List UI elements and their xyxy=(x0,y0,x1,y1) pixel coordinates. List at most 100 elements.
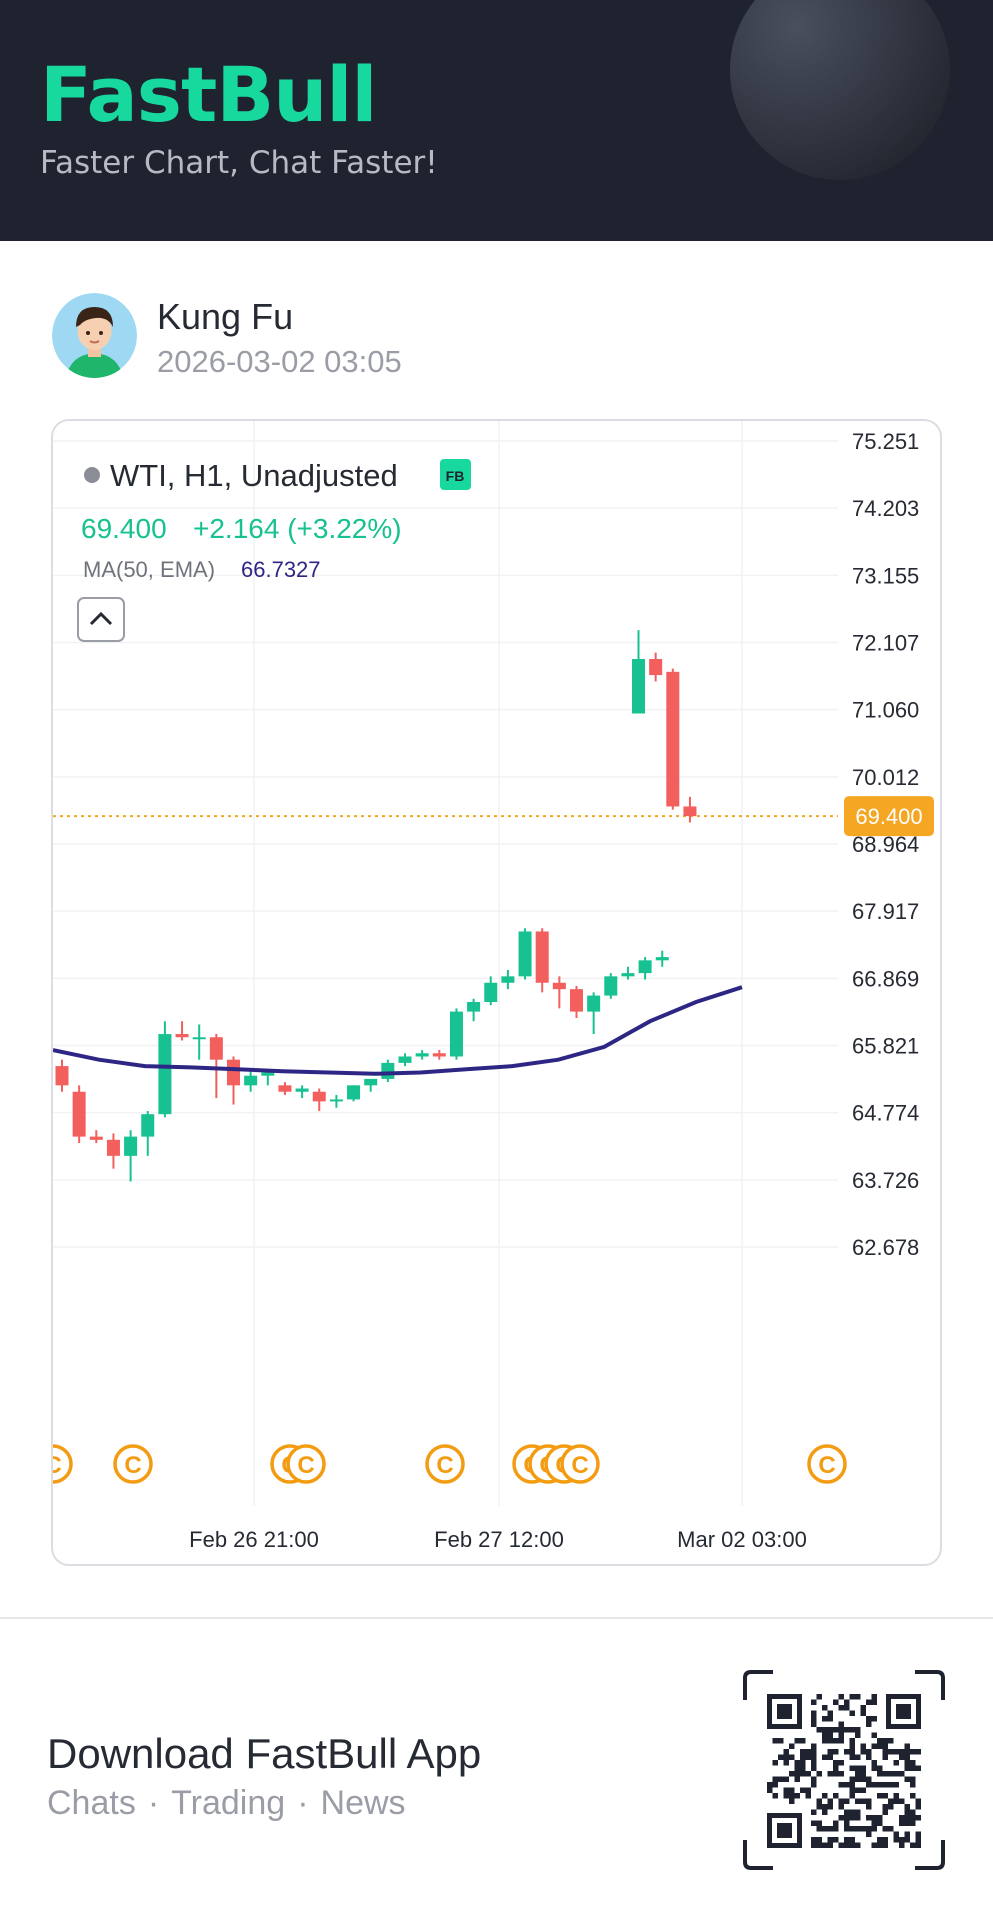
qr-code[interactable] xyxy=(743,1670,945,1870)
candles xyxy=(55,630,697,1182)
candle xyxy=(632,630,645,714)
candle xyxy=(124,1130,138,1182)
chevron-up-icon xyxy=(89,611,113,626)
y-tick-label: 71.060 xyxy=(852,698,919,723)
download-title[interactable]: Download FastBull App xyxy=(47,1730,482,1777)
calendar-event-icon: C xyxy=(53,1444,73,1484)
y-tick-label: 67.917 xyxy=(852,899,919,924)
candle xyxy=(432,1050,446,1060)
divider xyxy=(0,1617,993,1619)
candle xyxy=(398,1053,412,1067)
tagline: Faster Chart, Chat Faster! xyxy=(40,145,438,181)
x-tick-label: Mar 02 03:00 xyxy=(677,1527,807,1552)
post-timestamp: 2026-03-02 03:05 xyxy=(157,344,402,379)
avatar[interactable] xyxy=(52,293,137,378)
event-markers: CCCCCCCCCC xyxy=(53,1444,847,1484)
symbol-line: WTI, H1, Unadjusted xyxy=(110,458,398,493)
candle xyxy=(484,976,498,1006)
candle xyxy=(295,1085,309,1099)
candle xyxy=(467,998,481,1022)
candle xyxy=(518,928,532,980)
brand-logo: FastBull xyxy=(40,50,377,139)
candle xyxy=(604,973,618,999)
candle xyxy=(55,1059,69,1092)
candle xyxy=(209,1034,223,1099)
ma-label: MA(50, EMA) xyxy=(83,557,215,582)
y-tick-label: 66.869 xyxy=(852,966,919,991)
candle xyxy=(141,1110,155,1156)
app-header: FastBull Faster Chart, Chat Faster! xyxy=(0,0,993,241)
fb-badge-icon xyxy=(440,459,471,490)
sub-chats: Chats xyxy=(47,1784,136,1822)
candle xyxy=(449,1008,463,1060)
x-tick-label: Feb 26 21:00 xyxy=(189,1527,319,1552)
svg-text:FB: FB xyxy=(446,468,465,484)
candle xyxy=(278,1082,292,1095)
svg-text:69.400: 69.400 xyxy=(855,804,922,829)
candle xyxy=(312,1088,326,1111)
calendar-event-icon: C xyxy=(807,1444,847,1484)
candle xyxy=(158,1021,172,1118)
candle xyxy=(683,796,697,823)
candle xyxy=(381,1059,395,1083)
svg-text:C: C xyxy=(571,1452,588,1479)
candle xyxy=(638,957,652,980)
candle xyxy=(364,1078,378,1092)
collapse-button[interactable] xyxy=(77,597,125,642)
y-tick-label: 73.155 xyxy=(852,563,919,588)
svg-text:C: C xyxy=(124,1452,141,1479)
calendar-event-icon: C xyxy=(560,1444,600,1484)
candle xyxy=(570,985,583,1019)
y-tick-label: 64.774 xyxy=(852,1101,919,1126)
candle xyxy=(621,966,635,980)
candle xyxy=(106,1133,120,1169)
y-tick-label: 74.203 xyxy=(852,496,919,521)
candle xyxy=(329,1094,343,1108)
sub-news: News xyxy=(320,1784,406,1822)
x-axis-ticks: Feb 26 21:00 Feb 27 12:00 Mar 02 03:00 xyxy=(189,1527,807,1552)
calendar-event-icon: C xyxy=(113,1444,153,1484)
candle xyxy=(175,1021,189,1041)
download-subtitle: Chats · Trading · News xyxy=(47,1784,406,1822)
candle xyxy=(244,1069,258,1092)
username: Kung Fu xyxy=(157,296,294,337)
x-tick-label: Feb 27 12:00 xyxy=(434,1527,564,1552)
candle xyxy=(587,992,601,1035)
candle xyxy=(501,969,515,990)
svg-text:C: C xyxy=(53,1452,62,1479)
price-tag: 69.400 xyxy=(844,796,934,837)
candle xyxy=(72,1085,86,1144)
candle xyxy=(552,976,566,1009)
svg-text:C: C xyxy=(818,1452,835,1479)
y-tick-label: 70.012 xyxy=(852,765,919,790)
ma-line xyxy=(53,985,743,1076)
candle xyxy=(415,1050,429,1060)
series-dot-icon xyxy=(84,467,100,483)
price-chart[interactable]: 75.251 74.203 73.155 72.107 71.060 70.012 68.9… xyxy=(53,421,942,1566)
y-tick-label: 68.964 xyxy=(852,832,919,857)
candle xyxy=(89,1130,103,1144)
y-tick-label: 65.821 xyxy=(852,1034,919,1059)
y-tick-label: 75.251 xyxy=(852,429,919,454)
candle xyxy=(347,1085,361,1102)
candle xyxy=(655,950,669,967)
y-axis-ticks: 75.251 74.203 73.155 72.107 71.060 70.012 68.9… xyxy=(852,429,919,1260)
svg-text:C: C xyxy=(297,1452,314,1479)
y-tick-label: 63.726 xyxy=(852,1168,919,1193)
moon-decoration xyxy=(730,0,950,180)
sub-trading: Trading xyxy=(171,1784,286,1822)
candle xyxy=(192,1024,206,1060)
candle xyxy=(649,652,663,682)
chart-grid xyxy=(53,421,838,1506)
price-change: +2.164 (+3.22%) xyxy=(193,513,402,544)
ma-value: 66.7327 xyxy=(241,557,321,582)
calendar-event-icon: C xyxy=(425,1444,465,1484)
y-tick-label: 62.678 xyxy=(852,1235,919,1260)
candle xyxy=(535,928,549,993)
candle xyxy=(227,1056,240,1105)
calendar-event-icon: C xyxy=(286,1444,326,1484)
y-tick-label: 72.107 xyxy=(852,631,919,656)
chart-card[interactable]: 75.251 74.203 73.155 72.107 71.060 70.012 68.9… xyxy=(51,419,942,1566)
last-price: 69.400 xyxy=(81,513,167,544)
candle xyxy=(666,668,680,810)
